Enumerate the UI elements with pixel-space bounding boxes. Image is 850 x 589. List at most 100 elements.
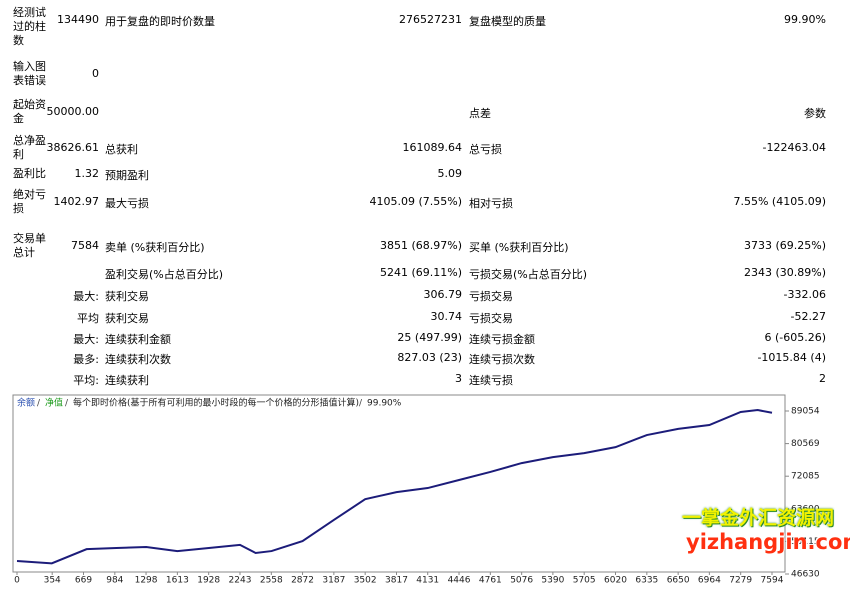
x-tick-label: 669 xyxy=(75,576,92,586)
separator: / xyxy=(37,399,41,409)
right-label: 复盘模型的质量 xyxy=(469,15,546,28)
left-label: 最大亏损 xyxy=(105,197,149,210)
x-tick-label: 5076 xyxy=(510,576,533,586)
row-value: 最大: xyxy=(73,333,99,346)
right-value: 99.90% xyxy=(784,13,826,26)
right-label: 连续亏损 xyxy=(469,374,513,387)
row-value: 38626.61 xyxy=(46,141,100,154)
model-text: 每个即时价格(基于所有可利用的最小时段的每一个价格的分形插值计算) xyxy=(73,397,359,409)
y-tick-label: 80569 xyxy=(791,439,820,449)
x-tick-label: 1928 xyxy=(197,576,220,586)
row-value: 最大: xyxy=(73,290,99,303)
x-tick-label: 2243 xyxy=(229,576,252,586)
legend-equity: 净值 xyxy=(45,397,63,409)
left-label: 连续获利金额 xyxy=(105,333,171,346)
x-tick-label: 3502 xyxy=(354,576,377,586)
y-tick-label: 55115 xyxy=(791,537,820,547)
left-value: 827.03 (23) xyxy=(397,351,462,364)
x-tick-label: 7594 xyxy=(761,576,784,586)
right-value: 参数 xyxy=(804,107,826,120)
x-tick-label: 3817 xyxy=(385,576,408,586)
y-tick-label: 89054 xyxy=(791,407,820,417)
plot-frame xyxy=(12,394,786,573)
x-tick-label: 6020 xyxy=(604,576,627,586)
x-tick-label: 4446 xyxy=(448,576,471,586)
row-label: 输入图表错误 xyxy=(13,60,46,87)
row-label: 总净盈利 xyxy=(13,134,46,161)
right-value: 6 (-605.26) xyxy=(764,331,826,344)
x-tick-label: 4131 xyxy=(416,576,439,586)
right-value: -52.27 xyxy=(790,310,826,323)
right-label: 总亏损 xyxy=(469,143,502,156)
row-label: 盈利比 xyxy=(13,167,46,180)
y-tick-label: 63600 xyxy=(791,504,820,514)
x-tick-label: 5705 xyxy=(573,576,596,586)
left-value: 30.74 xyxy=(430,310,463,323)
row-value: 1.32 xyxy=(74,167,100,180)
x-tick-label: 1613 xyxy=(166,576,189,586)
left-label: 盈利交易(%占总百分比) xyxy=(105,268,224,281)
x-tick-label: 7279 xyxy=(729,576,752,586)
row-value: 平均 xyxy=(77,312,99,325)
left-label: 卖单 (%获利百分比) xyxy=(105,241,205,254)
quality-text: 99.90% xyxy=(367,399,402,409)
row-value: 最多: xyxy=(73,353,99,366)
x-tick-label: 354 xyxy=(44,576,61,586)
left-label: 用于复盘的即时价数量 xyxy=(105,15,215,28)
separator: / xyxy=(65,399,69,409)
right-value: 3733 (69.25%) xyxy=(743,239,826,252)
right-label: 亏损交易 xyxy=(469,312,513,325)
right-label: 亏损交易 xyxy=(469,290,513,303)
right-label: 相对亏损 xyxy=(469,197,513,210)
row-label: 经测试过的柱数 xyxy=(13,6,46,47)
x-tick-label: 1298 xyxy=(135,576,158,586)
left-value: 3851 (68.97%) xyxy=(379,239,462,252)
y-tick-label: 72085 xyxy=(791,472,820,482)
watermark-title: 一掌金外汇资源网 xyxy=(682,507,835,529)
left-value: 25 (497.99) xyxy=(397,331,462,344)
right-value: -1015.84 (4) xyxy=(757,351,826,364)
left-label: 获利交易 xyxy=(105,290,149,303)
x-tick-label: 6650 xyxy=(667,576,690,586)
right-label: 连续亏损次数 xyxy=(469,353,535,366)
right-value: -122463.04 xyxy=(762,141,826,154)
row-value: 1402.97 xyxy=(53,195,100,208)
y-tick-label: 46630 xyxy=(791,569,820,579)
right-value: 2343 (30.89%) xyxy=(743,266,826,279)
right-value: 2 xyxy=(819,372,826,385)
watermark-url: yizhangjin.com xyxy=(686,530,850,554)
row-label: 起始资金 xyxy=(13,98,46,125)
left-label: 获利交易 xyxy=(105,312,149,325)
left-value: 5.09 xyxy=(437,167,463,180)
row-value: 平均: xyxy=(73,374,99,387)
x-tick-label: 2872 xyxy=(291,576,314,586)
x-tick-label: 2558 xyxy=(260,576,283,586)
balance-line xyxy=(16,409,773,565)
right-label: 买单 (%获利百分比) xyxy=(469,241,569,254)
right-value: 7.55% (4105.09) xyxy=(733,195,826,208)
left-value: 4105.09 (7.55%) xyxy=(369,195,462,208)
right-label: 点差 xyxy=(469,107,491,120)
left-label: 连续获利 xyxy=(105,374,149,387)
row-label: 交易单总计 xyxy=(13,232,46,259)
left-value: 3 xyxy=(455,372,462,385)
legend-balance: 余额 xyxy=(17,397,35,409)
x-tick-label: 6964 xyxy=(698,576,721,586)
x-tick-label: 0 xyxy=(14,576,20,586)
x-tick-label: 6335 xyxy=(635,576,658,586)
left-label: 总获利 xyxy=(105,143,138,156)
right-label: 连续亏损金额 xyxy=(469,333,535,346)
left-value: 5241 (69.11%) xyxy=(379,266,462,279)
left-label: 预期盈利 xyxy=(105,169,149,182)
row-value: 50000.00 xyxy=(46,105,100,118)
right-value: -332.06 xyxy=(783,288,826,301)
x-tick-label: 984 xyxy=(106,576,123,586)
row-label: 绝对亏损 xyxy=(13,188,46,215)
row-value: 134490 xyxy=(57,13,99,26)
left-value: 276527231 xyxy=(399,13,462,26)
right-label: 亏损交易(%占总百分比) xyxy=(469,268,588,281)
left-value: 306.79 xyxy=(423,288,463,301)
x-tick-label: 4761 xyxy=(479,576,502,586)
